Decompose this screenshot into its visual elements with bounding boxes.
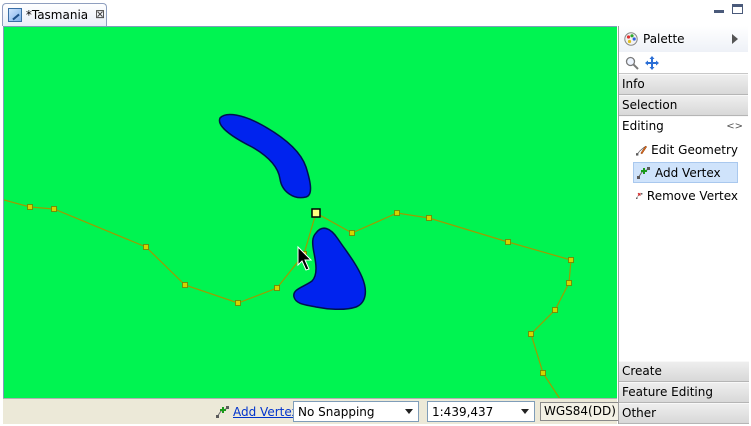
vertex-handle[interactable] <box>235 300 241 306</box>
maximize-icon[interactable] <box>732 4 743 14</box>
map-canvas[interactable] <box>3 26 617 398</box>
add-vertex-icon <box>637 166 650 179</box>
edited-line-feature[interactable] <box>4 199 572 398</box>
palette-header[interactable]: Palette <box>619 26 748 52</box>
tool-label: Edit Geometry <box>651 142 738 157</box>
vertex-handle[interactable] <box>51 206 57 212</box>
vertex-handle[interactable] <box>552 307 558 313</box>
tool-remove-vertex[interactable]: Remove Vertex <box>633 185 738 206</box>
minimize-icon[interactable] <box>714 7 724 13</box>
crs-button[interactable]: WGS84(DD) <box>540 402 620 421</box>
drawer-feature-editing[interactable]: Feature Editing <box>619 382 749 403</box>
vertex-handle[interactable] <box>540 370 546 376</box>
scale-select[interactable]: 1:439,437 <box>427 401 535 422</box>
lake-south[interactable] <box>293 227 367 311</box>
tool-add-vertex[interactable]: Add Vertex <box>633 162 738 183</box>
vertex-handle[interactable] <box>143 244 149 250</box>
palette-toolbar <box>619 52 748 74</box>
vertex-handle[interactable] <box>394 210 400 216</box>
chevron-down-icon <box>521 409 529 414</box>
window-controls <box>714 4 743 14</box>
mouse-cursor-icon <box>297 245 313 271</box>
editor-tab-strip: *Tasmania ⊠ <box>0 0 751 26</box>
drawer-editing[interactable]: Editing <> <box>619 116 748 137</box>
map-editor-icon <box>8 8 22 22</box>
lake-north[interactable] <box>218 113 312 199</box>
palette-icon <box>624 32 638 46</box>
vertex-handle[interactable] <box>566 280 572 286</box>
drawer-selection[interactable]: Selection <box>619 95 748 116</box>
drawer-other[interactable]: Other <box>619 403 749 424</box>
active-tool-link[interactable]: Add Vertex <box>233 405 299 419</box>
collapse-drawer-icon[interactable]: <> <box>726 121 743 132</box>
drawer-create[interactable]: Create <box>619 361 749 382</box>
map-layer <box>4 113 574 398</box>
active-tool-status: Add Vertex <box>216 402 299 422</box>
editor-tab-tasmania[interactable]: *Tasmania ⊠ <box>2 3 107 26</box>
snapping-select[interactable]: No Snapping <box>293 401 419 422</box>
palette-title: Palette <box>643 32 685 46</box>
drawer-editing-label: Editing <box>622 119 664 133</box>
chevron-down-icon <box>405 409 413 414</box>
vertex-handle[interactable] <box>528 331 534 337</box>
pan-icon[interactable] <box>645 55 659 70</box>
status-bar: Add Vertex No Snapping 1:439,437 WGS84(D… <box>3 398 620 424</box>
scale-value: 1:439,437 <box>432 404 494 419</box>
palette-panel: Palette Info Selection Editing <> Edit G… <box>618 26 749 424</box>
snapping-value: No Snapping <box>298 404 375 419</box>
drawer-info[interactable]: Info <box>619 74 748 95</box>
selected-vertex-handle[interactable] <box>311 208 321 218</box>
vertex-handle[interactable] <box>27 204 33 210</box>
vertex-handle[interactable] <box>568 257 574 263</box>
remove-vertex-icon <box>636 192 643 199</box>
tool-label: Remove Vertex <box>646 188 738 203</box>
add-vertex-icon <box>216 405 230 419</box>
close-icon[interactable]: ⊠ <box>95 7 106 21</box>
vertex-handle[interactable] <box>182 282 188 288</box>
edit-geometry-icon <box>636 145 648 156</box>
vertex-handle[interactable] <box>274 285 280 291</box>
tool-edit-geometry[interactable]: Edit Geometry <box>633 139 738 160</box>
vertex-handle[interactable] <box>505 239 511 245</box>
vertex-handle[interactable] <box>349 230 355 236</box>
tool-label: Add Vertex <box>655 165 721 180</box>
vertex-handle[interactable] <box>426 215 432 221</box>
palette-bottom-drawers: Create Feature Editing Other <box>619 361 749 424</box>
editor-tab-title: *Tasmania <box>25 8 89 22</box>
zoom-icon[interactable] <box>625 56 639 70</box>
expand-palette-icon[interactable] <box>732 34 738 44</box>
